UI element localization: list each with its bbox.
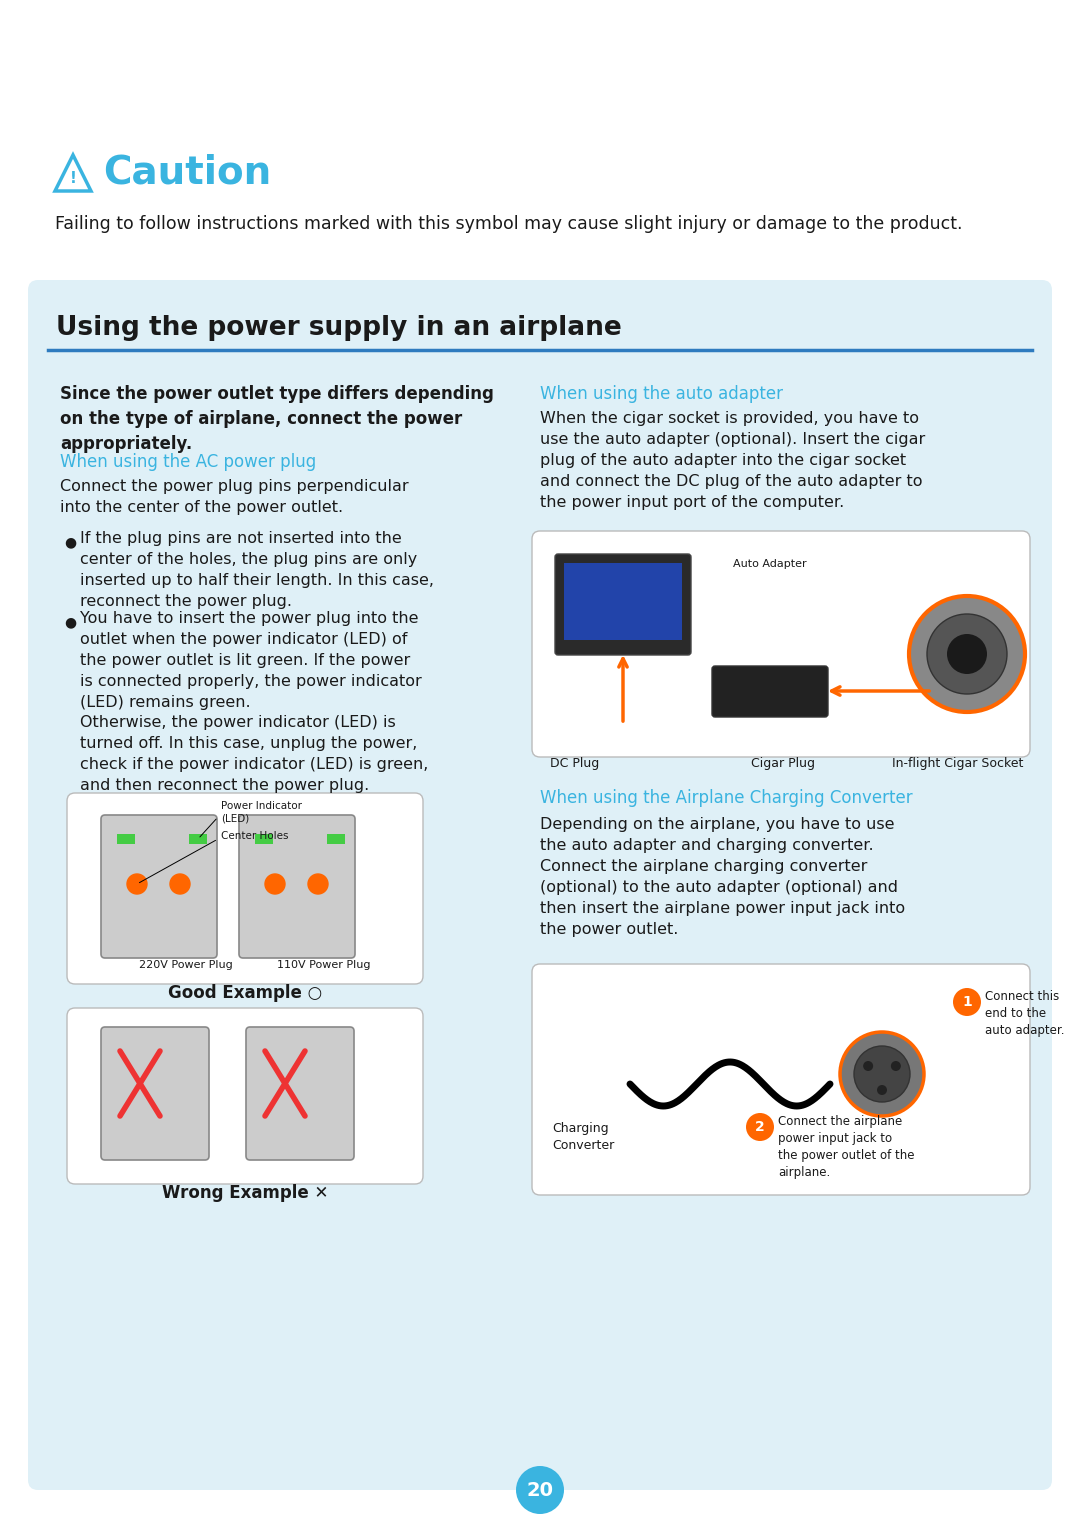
- Text: 110V Power Plug: 110V Power Plug: [276, 961, 370, 970]
- Circle shape: [746, 1114, 774, 1141]
- Text: Cigar Plug: Cigar Plug: [751, 757, 815, 771]
- FancyBboxPatch shape: [532, 532, 1030, 757]
- Text: Using the power supply in an airplane: Using the power supply in an airplane: [56, 316, 622, 342]
- Circle shape: [927, 614, 1007, 694]
- Text: Wrong Example ✕: Wrong Example ✕: [162, 1184, 328, 1203]
- Circle shape: [891, 1062, 901, 1071]
- Bar: [564, 562, 681, 640]
- Text: Connect the airplane
power input jack to
the power outlet of the
airplane.: Connect the airplane power input jack to…: [778, 1115, 915, 1180]
- Circle shape: [840, 1033, 924, 1115]
- Text: In-flight Cigar Socket: In-flight Cigar Socket: [892, 757, 1024, 771]
- Text: Auto Adapter: Auto Adapter: [733, 559, 807, 568]
- FancyBboxPatch shape: [532, 964, 1030, 1195]
- Text: When the cigar socket is provided, you have to
use the auto adapter (optional). : When the cigar socket is provided, you h…: [540, 411, 926, 510]
- Circle shape: [170, 873, 190, 895]
- Text: Center Holes: Center Holes: [221, 830, 288, 841]
- Text: DC Plug: DC Plug: [550, 757, 599, 771]
- Text: Caution: Caution: [103, 155, 271, 192]
- Text: 220V Power Plug: 220V Power Plug: [139, 961, 233, 970]
- Text: Power Indicator
(LED): Power Indicator (LED): [221, 801, 302, 823]
- Bar: [327, 833, 345, 844]
- Bar: [255, 833, 273, 844]
- Text: If the plug pins are not inserted into the
center of the holes, the plug pins ar: If the plug pins are not inserted into t…: [80, 532, 434, 610]
- Circle shape: [863, 1062, 873, 1071]
- Circle shape: [308, 873, 328, 895]
- Circle shape: [953, 988, 981, 1016]
- Text: Otherwise, the power indicator (LED) is
turned off. In this case, unplug the pow: Otherwise, the power indicator (LED) is …: [80, 715, 429, 794]
- Text: ●: ●: [64, 535, 76, 548]
- Text: 20: 20: [527, 1480, 554, 1500]
- FancyBboxPatch shape: [102, 1026, 210, 1160]
- Text: When using the Airplane Charging Converter: When using the Airplane Charging Convert…: [540, 789, 913, 807]
- Text: Connect this
end to the
auto adapter.: Connect this end to the auto adapter.: [985, 990, 1065, 1037]
- FancyBboxPatch shape: [67, 794, 423, 984]
- FancyBboxPatch shape: [239, 815, 355, 958]
- FancyBboxPatch shape: [246, 1026, 354, 1160]
- Text: Good Example ○: Good Example ○: [167, 984, 322, 1002]
- FancyBboxPatch shape: [28, 280, 1052, 1491]
- Text: When using the auto adapter: When using the auto adapter: [540, 385, 783, 403]
- Text: !: !: [69, 172, 77, 185]
- FancyBboxPatch shape: [555, 555, 691, 656]
- Circle shape: [265, 873, 285, 895]
- Bar: [189, 833, 207, 844]
- Circle shape: [854, 1046, 910, 1102]
- Circle shape: [516, 1466, 564, 1514]
- Circle shape: [877, 1085, 887, 1095]
- FancyBboxPatch shape: [102, 815, 217, 958]
- Text: Since the power outlet type differs depending
on the type of airplane, connect t: Since the power outlet type differs depe…: [60, 385, 494, 453]
- Circle shape: [127, 873, 147, 895]
- FancyBboxPatch shape: [712, 666, 828, 717]
- Text: ●: ●: [64, 614, 76, 630]
- Text: Charging
Converter: Charging Converter: [552, 1121, 615, 1152]
- Text: When using the AC power plug: When using the AC power plug: [60, 453, 316, 470]
- Circle shape: [947, 634, 987, 674]
- FancyBboxPatch shape: [67, 1008, 423, 1184]
- Circle shape: [909, 596, 1025, 712]
- Text: Failing to follow instructions marked with this symbol may cause slight injury o: Failing to follow instructions marked wi…: [55, 214, 962, 233]
- Text: Connect the power plug pins perpendicular
into the center of the power outlet.: Connect the power plug pins perpendicula…: [60, 480, 408, 515]
- Text: 1: 1: [962, 994, 972, 1010]
- Bar: [117, 833, 135, 844]
- Text: 2: 2: [755, 1120, 765, 1134]
- Text: Depending on the airplane, you have to use
the auto adapter and charging convert: Depending on the airplane, you have to u…: [540, 817, 905, 938]
- Text: You have to insert the power plug into the
outlet when the power indicator (LED): You have to insert the power plug into t…: [80, 611, 422, 709]
